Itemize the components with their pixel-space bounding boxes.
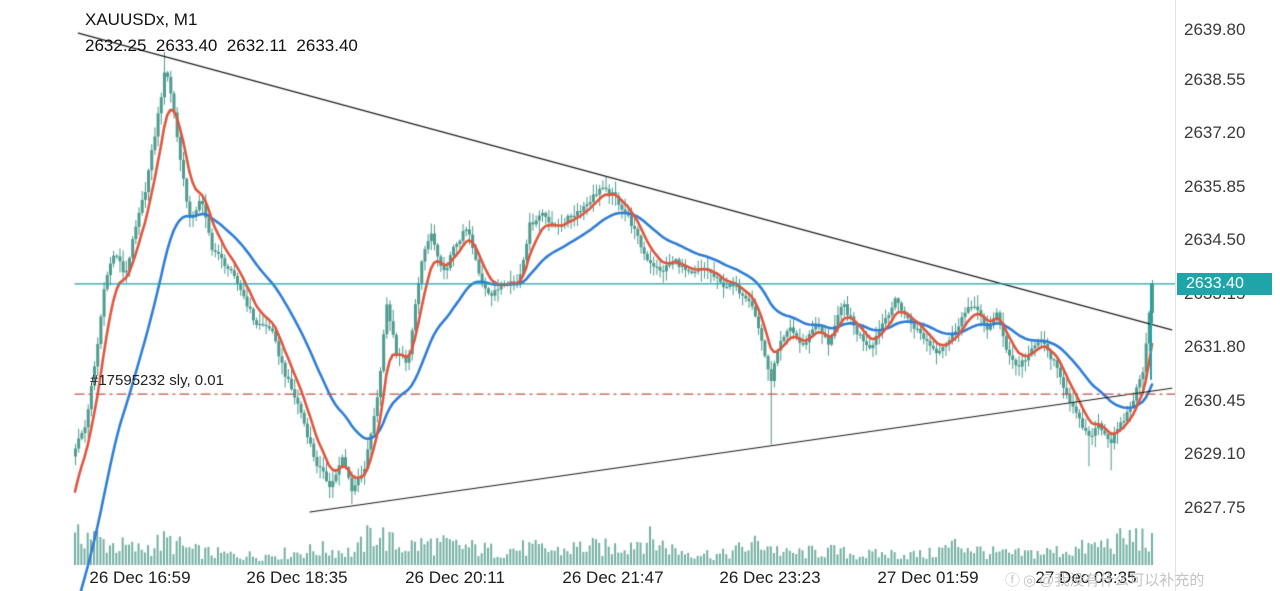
y-axis-label: 2634.50 <box>1184 230 1246 250</box>
y-axis-label: 2638.55 <box>1184 69 1246 89</box>
facebook-icon: ⓕ <box>1005 572 1021 589</box>
x-axis-label: 26 Dec 23:23 <box>719 568 821 587</box>
x-axis-label: 26 Dec 16:59 <box>89 568 191 587</box>
x-axis-label: 27 Dec 01:59 <box>877 568 979 587</box>
x-axis-label: 26 Dec 21:47 <box>562 568 664 587</box>
chart-header: XAUUSDx, M1 2632.25 2633.40 2632.11 2633… <box>85 10 358 56</box>
y-axis-label: 2627.75 <box>1184 498 1246 518</box>
y-axis-label: 2635.85 <box>1184 176 1246 196</box>
watermark-text: @我没有什么可以补充的 <box>1039 572 1205 589</box>
x-axis-label: 26 Dec 18:35 <box>246 568 348 587</box>
y-axis-label: 2639.80 <box>1184 20 1246 39</box>
ohlc-values: 2632.25 2633.40 2632.11 2633.40 <box>85 36 358 55</box>
x-axis[interactable]: 26 Dec 16:59 26 Dec 18:35 26 Dec 20:11 26 D… <box>0 566 1175 591</box>
camera-icon: ◎ <box>1023 572 1037 589</box>
y-axis-label: 2637.20 <box>1184 123 1246 143</box>
x-axis-label: 27 Dec 03:35 <box>1035 568 1137 587</box>
y-axis-label: 2629.10 <box>1184 444 1246 464</box>
watermark: ⓕ ◎ @我没有什么可以补充的 <box>1005 569 1207 590</box>
y-axis[interactable]: 2639.80 2638.55 2637.20 2635.85 2634.50 2633.… <box>1175 0 1280 591</box>
x-axis-label: 26 Dec 20:11 <box>405 568 505 587</box>
symbol-title: XAUUSDx, M1 <box>85 10 198 29</box>
y-axis-label: 2630.45 <box>1184 390 1246 410</box>
current-price-badge: 2633.40 <box>1177 272 1272 295</box>
y-axis-label: 2631.80 <box>1184 337 1246 357</box>
order-line-label[interactable]: #17595232 sly, 0.01 <box>90 372 224 390</box>
